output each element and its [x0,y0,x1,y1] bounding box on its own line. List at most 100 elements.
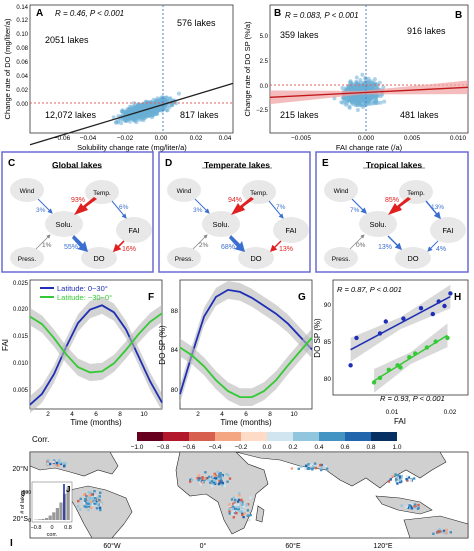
lake-dot [89,502,92,505]
lake-dot [307,463,310,466]
panel-d-node-label: DO [250,254,261,263]
madagascar-shape [255,505,265,523]
colorbar-tick: 1.0 [392,444,401,451]
lake-dot [413,503,417,506]
colorbar-tick: 0.2 [288,444,297,451]
lake-dot [87,491,90,494]
panel-f-ytick: 0.015 [13,334,29,340]
panel-e-node-fai [430,217,466,243]
panel-c-pct-fai-do: 16% [122,246,136,253]
panel-b-point [377,80,382,85]
panel-j-bar [37,519,41,520]
panel-h-ytick: 85 [324,339,332,346]
panel-e-letter: E [322,158,329,169]
panel-a-xlabel: Solubility change rate (mg/liter/a) [77,143,187,152]
lake-dot [200,480,204,483]
panel-i-lat-label: 0° [21,490,28,498]
lake-dot [308,467,311,470]
h-point [407,355,412,360]
panel-d-pct-wind: 3% [193,207,203,214]
panel-j-xlabel: corr. [47,532,58,538]
panel-b-q2: 916 lakes [407,26,446,36]
lake-dot [413,505,416,508]
lake-dot [410,507,414,510]
lake-dot [92,503,95,506]
panel-a-xtick: −0.06 [54,135,71,142]
lake-dot [90,506,93,509]
panel-b-point [354,75,359,80]
panel-b-point [340,86,345,90]
lake-dot [87,496,91,499]
panel-g-xtick: 2 [196,411,200,418]
lake-dot [297,467,300,470]
panel-c-node-label: Temp. [93,190,111,197]
panel-c-edge-press [35,234,51,250]
lake-dot [405,475,409,478]
panel-d-node-fai [273,217,309,243]
panel-a-xtick: −0.02 [117,135,134,142]
panel-b-fit-line [269,86,469,98]
lake-dot [90,498,94,501]
lake-dot [58,459,61,462]
lake-dot [406,479,409,482]
panel-c-edge-temp-solu [74,197,97,215]
lake-dot [99,491,102,494]
lake-dot [227,473,230,477]
panel-d-node-press [167,247,201,269]
lake-dot [99,503,102,506]
lake-dot [411,503,414,506]
panel-d-edge-temp-fai [268,200,284,219]
lake-dot [46,460,49,463]
panel-d-edge-fai-do [270,240,282,252]
lake-dot [87,508,90,512]
lake-dot [205,477,209,480]
panel-e-node-labels: Wind Temp. Solu. FAI Press. DO [332,188,454,263]
lake-dot [211,475,215,479]
panel-a-point [139,116,144,121]
panel-a-point [143,110,148,115]
panel-f-legend: Latitude: 0~30° Latitude: −30~0° [40,284,112,302]
panel-j-xtick: 0 [50,525,53,531]
colorbar-swatch [189,432,215,441]
lake-dot [77,499,80,503]
lake-dot [221,484,224,487]
panel-a-ytick: 0.14 [16,5,28,11]
lake-dot [236,507,240,511]
panel-b-xtick: 0.010 [450,135,467,142]
lake-dot [438,528,441,531]
panel-i-lat-labels: 20°N 0° 20°S [12,465,28,523]
lake-dot [445,528,448,532]
lake-dot [96,496,100,499]
panel-a-point [118,117,123,122]
lake-dot [238,505,241,509]
lake-dot [213,472,216,476]
h-point [371,380,377,385]
panel-j-bar [59,502,63,520]
f-ribbon [30,296,162,414]
panel-b-ytick: 0.0 [260,84,269,90]
lake-dot [90,493,94,496]
lake-dot [215,477,218,480]
panel-b-point [363,83,368,88]
panel-e-edge-temp-fai [425,200,441,220]
g-series-line [179,288,313,395]
panel-b-point [345,95,350,100]
panel-j-bar [45,518,49,520]
lake-dot [220,475,223,478]
panel-a-point [163,104,168,108]
lake-dot [232,502,235,506]
h-point [424,345,430,350]
asia-shape [235,451,447,489]
lake-dot [238,494,241,497]
h-point [430,311,435,317]
panel-a-ytick: 0.12 [16,18,28,24]
panel-e-node-label: Wind [334,188,349,195]
h-point [436,299,441,304]
panel-a-xticks: −0.06 −0.04 −0.02 0.00 0.02 0.04 [54,135,232,142]
panel-c-edge-wind [37,198,53,214]
lake-dot [189,480,192,483]
panel-h-ytick: 80 [324,376,332,383]
lake-dot [203,477,206,480]
colorbar-tick: −0.4 [209,444,222,451]
